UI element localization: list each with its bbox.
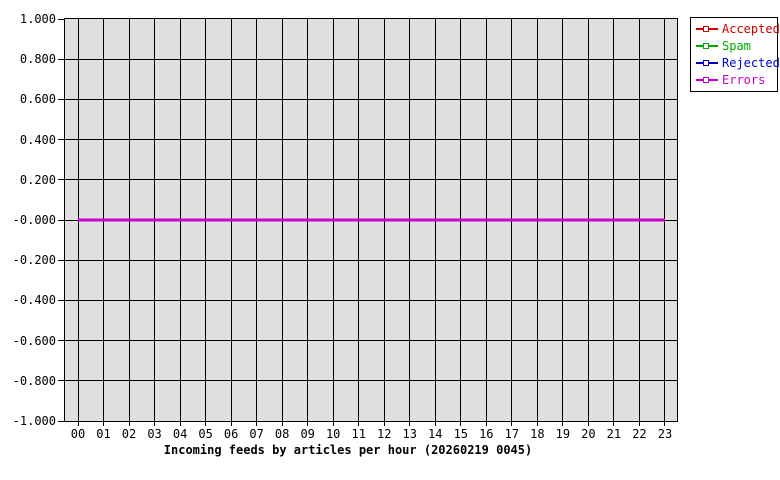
y-tick [58,219,65,221]
y-tick [58,98,65,100]
x-tick [638,421,640,426]
x-tick-label: 13 [402,427,417,441]
y-tick-label: 0.600 [19,92,56,107]
gridline-horizontal [65,340,677,342]
y-tick-label: -0.200 [12,253,56,268]
legend-line-sample [696,76,718,83]
x-tick [485,421,487,426]
legend-item-rejected: Rejected [696,55,780,70]
x-tick [179,421,181,426]
x-tick-label: 00 [70,427,86,441]
y-tick-label: 0.800 [19,52,56,67]
chart-title: Incoming feeds by articles per hour (202… [163,443,533,457]
x-tick [77,421,79,426]
x-tick [103,421,105,426]
x-tick [511,421,513,426]
square-marker-icon [703,43,709,50]
y-tick-label: 0.400 [19,132,56,147]
y-tick-label: -0.600 [12,333,56,348]
y-tick [58,259,65,261]
legend-item-errors: Errors [696,72,777,87]
gridline-horizontal [65,58,677,60]
legend-item-label: Spam [722,39,751,54]
x-tick [383,421,385,426]
gridline-horizontal [65,380,677,382]
x-tick [434,421,436,426]
x-tick [536,421,538,426]
x-tick-label: 08 [274,427,290,441]
square-marker-icon [703,59,709,66]
plot-area [64,18,678,422]
x-tick [332,421,334,426]
x-tick [587,421,589,426]
x-tick-label: 02 [121,427,137,441]
x-tick-label: 09 [300,427,315,441]
x-tick [307,421,309,426]
y-tick [58,139,65,141]
x-tick [281,421,283,426]
x-tick-label: 16 [479,427,494,441]
x-tick-label: 07 [249,427,264,441]
x-tick-label: 12 [377,427,392,441]
y-tick-label: -0.400 [12,293,56,308]
x-tick-label: 11 [351,427,366,441]
legend-line-sample [696,59,718,66]
legend-item-label: Errors [722,72,766,87]
y-tick [58,420,65,422]
y-tick [58,58,65,60]
legend-item-label: Rejected [722,55,780,70]
x-tick [409,421,411,426]
x-tick [128,421,130,426]
x-tick-label: 10 [325,427,341,441]
legend-line-sample [696,43,718,50]
x-tick-label: 14 [428,427,443,441]
x-tick-label: 18 [530,427,545,441]
x-tick-label: 06 [223,427,239,441]
gridline-horizontal [65,259,677,261]
y-tick-label: -1.000 [12,414,56,428]
y-tick [58,340,65,342]
gridline-horizontal [65,179,677,181]
legend: Accepted Spam Rejected Errors [690,17,780,92]
legend-item-accepted: Accepted [696,22,780,37]
x-tick-label: 04 [172,427,188,441]
x-tick-label: 21 [606,427,622,441]
x-tick-label: 01 [96,427,111,441]
x-tick-label: 15 [453,427,469,441]
x-tick [154,421,156,426]
y-tick [58,380,65,382]
x-tick-label: 23 [657,427,673,441]
square-marker-icon [703,26,709,33]
x-tick [562,421,564,426]
x-tick-label: 17 [504,427,520,441]
x-tick [664,421,666,426]
x-tick [256,421,258,426]
legend-item-label: Accepted [722,22,780,37]
y-tick-label: 0.200 [19,172,56,187]
gridline-horizontal [65,299,677,301]
x-tick-label: 03 [147,427,162,441]
gridline-horizontal [65,98,677,100]
x-tick-label: 22 [632,427,647,441]
y-tick [58,179,65,181]
square-marker-icon [703,76,709,83]
y-tick [58,299,65,301]
y-tick [58,18,65,20]
legend-item-spam: Spam [696,39,777,54]
x-tick-label: 05 [198,427,213,441]
x-tick [230,421,232,426]
y-tick-label: -0.800 [12,373,56,388]
x-tick [205,421,207,426]
x-tick [460,421,462,426]
x-tick-label: 20 [581,427,596,441]
legend-line-sample [696,26,718,33]
x-tick [358,421,360,426]
x-tick [613,421,615,426]
gridline-horizontal [65,139,677,141]
series-plot [78,218,665,222]
x-tick-label: 19 [555,427,571,441]
y-tick-label: -0.000 [12,213,56,227]
y-tick-label: 1.000 [19,12,56,26]
